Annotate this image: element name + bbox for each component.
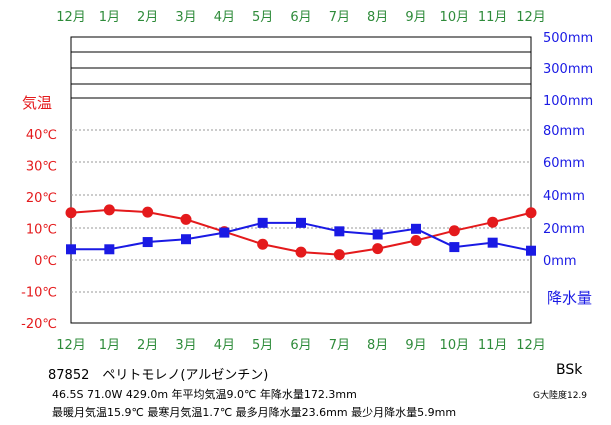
precipitation-tick-label: 40mm	[543, 189, 585, 204]
temperature-point	[180, 213, 192, 225]
precipitation-point	[411, 223, 421, 234]
precipitation-point	[142, 237, 153, 248]
month-label-bottom: 10月	[440, 338, 470, 353]
month-label-top: 6月	[290, 10, 311, 25]
temperature-tick-label: -10℃	[21, 286, 57, 301]
precipitation-tick-label: 300mm	[543, 62, 593, 77]
temperature-point	[372, 243, 384, 255]
station-coordinates: 46.5S 71.0W 429.0m 年平均気温9.0℃ 年降水量172.3mm	[52, 388, 357, 401]
temperature-point	[257, 238, 269, 250]
temperature-axis: 気温 40℃ 30℃ 20℃ 10℃ 0℃ -10℃ -20℃	[21, 94, 57, 332]
month-label-bottom: 8月	[367, 338, 388, 353]
series-layer	[65, 204, 537, 261]
temperature-tick-label: 10℃	[26, 223, 57, 238]
month-label-top: 12月	[56, 10, 86, 25]
precipitation-tick-label: 80mm	[543, 124, 585, 139]
precipitation-tick-label: 100mm	[543, 94, 593, 109]
month-label-top: 8月	[367, 10, 388, 25]
precipitation-point	[487, 237, 498, 248]
month-axis-bottom: 12月 1月 2月 3月 4月 5月 6月 7月 8月 9月 10月 11月 12月	[56, 338, 546, 353]
month-label-top: 1月	[99, 10, 120, 25]
month-label-bottom: 5月	[252, 338, 273, 353]
temperature-tick-label: 30℃	[26, 160, 57, 175]
month-label-bottom: 12月	[56, 338, 86, 353]
month-label-top: 5月	[252, 10, 273, 25]
temperature-point	[142, 206, 154, 218]
month-label-bottom: 9月	[405, 338, 426, 353]
precipitation-point	[104, 244, 115, 255]
month-label-top: 10月	[440, 10, 470, 25]
month-label-bottom: 3月	[175, 338, 196, 353]
precipitation-tick-label: 60mm	[543, 156, 585, 171]
precipitation-axis: 500mm 300mm 100mm 80mm 60mm 40mm 20mm 0mm 降水量	[543, 31, 593, 307]
temperature-axis-title: 気温	[22, 94, 52, 112]
month-label-top: 4月	[214, 10, 235, 25]
month-label-bottom: 7月	[329, 338, 350, 353]
precipitation-point	[449, 242, 460, 253]
month-label-top: 2月	[137, 10, 158, 25]
month-label-top: 9月	[405, 10, 426, 25]
precipitation-point	[257, 217, 268, 228]
temperature-tick-label: 0℃	[34, 254, 57, 269]
month-label-bottom: 4月	[214, 338, 235, 353]
precipitation-tick-label: 0mm	[543, 254, 577, 269]
temperature-point	[448, 225, 460, 237]
precipitation-point	[66, 244, 76, 255]
month-label-bottom: 11月	[478, 338, 508, 353]
temperature-tick-label: -20℃	[21, 317, 57, 332]
precipitation-tick-label: 20mm	[543, 222, 585, 237]
continentality-index: G大陸度12.9	[533, 391, 588, 401]
temperature-point	[487, 216, 499, 228]
station-name: 87852 ペリトモレノ(アルゼンチン)	[48, 368, 269, 383]
temperature-point	[525, 207, 537, 219]
temperature-point	[410, 234, 422, 246]
temperature-point	[295, 246, 307, 258]
month-label-bottom: 12月	[516, 338, 546, 353]
precipitation-axis-title: 降水量	[547, 289, 592, 307]
plot-frame	[70, 36, 532, 324]
temperature-point	[103, 204, 115, 216]
month-label-top: 7月	[329, 10, 350, 25]
precipitation-point	[296, 217, 306, 228]
precipitation-point	[181, 234, 191, 245]
month-label-top: 3月	[175, 10, 196, 25]
station-statistics: 最暖月気温15.9℃ 最寒月気温1.7℃ 最多月降水量23.6mm 最少月降水量…	[52, 406, 457, 419]
month-label-top: 12月	[516, 10, 546, 25]
month-label-bottom: 1月	[99, 338, 120, 353]
precipitation-point	[219, 227, 230, 238]
climate-classification: BSk	[556, 362, 583, 378]
precipitation-point	[372, 229, 383, 240]
precipitation-point	[334, 226, 345, 237]
precipitation-tick-label: 500mm	[543, 31, 593, 46]
month-label-bottom: 6月	[290, 338, 311, 353]
precipitation-point	[526, 245, 536, 256]
temperature-tick-label: 20℃	[26, 191, 57, 206]
chart-grid	[70, 36, 532, 324]
temperature-tick-label: 40℃	[26, 128, 57, 143]
temperature-point	[333, 249, 345, 261]
temperature-point	[65, 207, 77, 219]
month-label-top: 11月	[478, 10, 508, 25]
month-axis-top: 12月 1月 2月 3月 4月 5月 6月 7月 8月 9月 10月 11月 12月	[56, 10, 546, 25]
month-label-bottom: 2月	[137, 338, 158, 353]
